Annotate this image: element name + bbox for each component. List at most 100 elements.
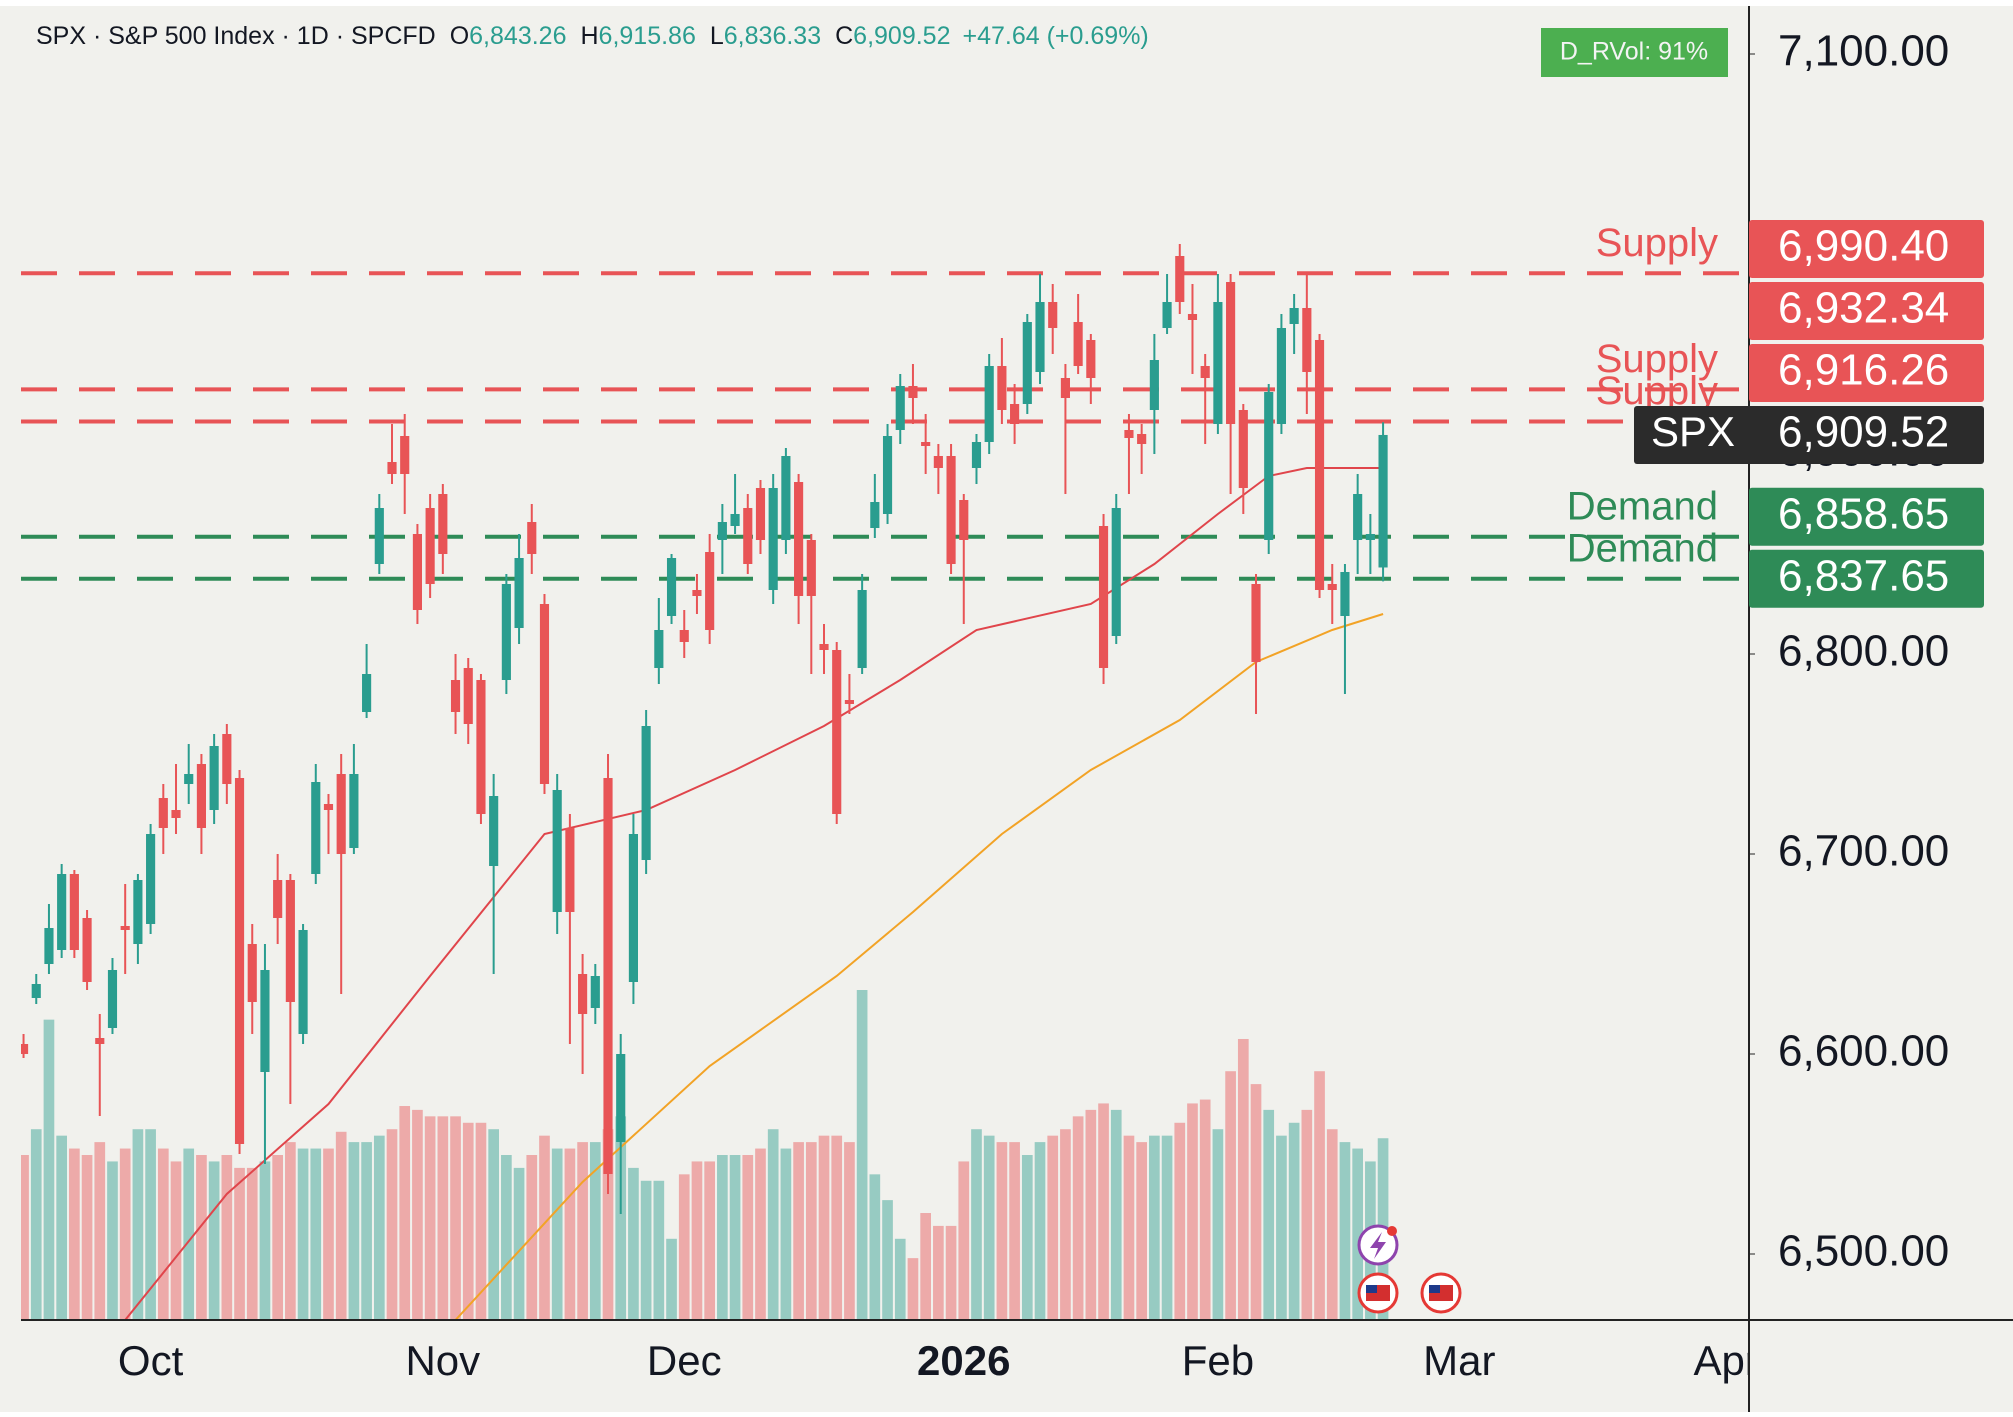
event-icon-dot: [1387, 1226, 1397, 1236]
candle-body: [806, 540, 816, 596]
volume-bar: [996, 1142, 1008, 1320]
volume-bar: [971, 1129, 982, 1320]
moving-average-line: [454, 613, 1384, 1320]
candle-body: [539, 604, 550, 784]
candle-body: [895, 386, 905, 430]
candle-body: [349, 774, 359, 848]
volume-bar: [1047, 1135, 1059, 1320]
level-label: Supply: [1596, 221, 1718, 265]
axes: 7,100.007,000.006,900.006,800.006,700.00…: [118, 27, 1949, 1384]
volume-bar: [856, 990, 868, 1320]
volume-bar: [882, 1200, 893, 1320]
x-tick-label: Feb: [1182, 1337, 1254, 1384]
candle-body: [158, 798, 168, 828]
volume-bar: [1161, 1135, 1173, 1320]
candle-body: [1264, 392, 1274, 540]
level-badge: [1749, 343, 1984, 402]
volume-bar: [208, 1161, 220, 1320]
candle-body: [743, 508, 753, 564]
flag-icon-canton: [1366, 1285, 1377, 1293]
volume-bar: [894, 1238, 906, 1320]
ohlc-letter: H: [580, 22, 598, 50]
x-tick-label: Oct: [118, 1337, 184, 1384]
last-price-badge: [1634, 405, 1984, 464]
event-icon-bolt: [1370, 1232, 1386, 1259]
volume-bar: [945, 1225, 957, 1320]
volume-bar: [1136, 1142, 1147, 1320]
volume-bar: [869, 1174, 881, 1320]
indicator-label: D_RVol: 91%: [1560, 38, 1708, 66]
candle-body: [679, 630, 689, 642]
candle-body: [133, 880, 143, 944]
candle-body: [1200, 366, 1210, 378]
volume-bar: [907, 1258, 919, 1320]
candle-body: [857, 590, 867, 668]
ohlc-value: 6,915.86: [599, 22, 696, 50]
y-tick-label: 6,600.00: [1778, 1027, 1949, 1076]
candle-body: [984, 366, 994, 442]
volume-bar: [602, 1129, 614, 1320]
volume-bar: [933, 1225, 944, 1320]
candle-body: [730, 514, 740, 526]
candle-body: [209, 746, 219, 810]
volume-bar: [666, 1238, 677, 1320]
candle-body: [552, 790, 562, 912]
candle-body: [260, 970, 270, 1072]
candle-body: [1327, 584, 1337, 590]
candle-body: [438, 494, 448, 554]
volume-bar: [475, 1122, 487, 1320]
candle-body: [336, 774, 346, 854]
chart-title: SPX · S&P 500 Index · 1D · SPCFD: [36, 22, 436, 50]
volume-bar: [589, 1142, 601, 1320]
candle-body: [794, 482, 804, 596]
candle-body: [1086, 340, 1096, 378]
volume-bar: [615, 1116, 627, 1320]
candle-body: [882, 436, 893, 514]
candle-body: [717, 522, 727, 540]
candle-body: [323, 804, 334, 810]
candle-body: [234, 778, 245, 1144]
candle-body: [692, 590, 702, 596]
volume-bar: [399, 1106, 411, 1320]
candle-body: [755, 488, 766, 540]
volume-bar: [983, 1135, 995, 1320]
volume-bar: [1123, 1135, 1135, 1320]
candle-body: [1314, 340, 1325, 590]
ohlc-value: 6,836.33: [724, 22, 821, 50]
candle-body: [450, 680, 461, 712]
volume-bar: [1352, 1148, 1363, 1320]
candle-body: [921, 442, 931, 446]
candle-body: [959, 500, 969, 540]
volume-bar: [780, 1148, 792, 1320]
ohlc-letter: C: [835, 22, 853, 50]
candle-body: [425, 508, 435, 584]
candle-body: [311, 782, 321, 874]
volume-bar: [767, 1129, 779, 1320]
level-badge: [1749, 549, 1984, 608]
volume-bar: [21, 1155, 29, 1320]
candle-body: [781, 456, 791, 540]
volume-bar: [539, 1135, 550, 1320]
volume-bar: [551, 1148, 563, 1320]
candle-body: [1010, 404, 1020, 424]
candle-body: [1175, 256, 1185, 302]
candle-body: [69, 874, 79, 950]
ohlc-value: 6,843.26: [469, 22, 566, 50]
candle-body: [285, 880, 295, 1002]
candle-body: [1098, 526, 1109, 668]
level-badge: [1749, 219, 1984, 278]
candle-body: [298, 930, 308, 1034]
volume-bar: [1072, 1116, 1084, 1320]
volume-bar: [412, 1109, 423, 1320]
volume-bar: [717, 1155, 728, 1320]
event-icons: [1357, 1224, 1462, 1314]
candle-body: [1124, 430, 1134, 438]
volume-bar: [81, 1155, 93, 1320]
candle-body: [489, 796, 499, 866]
volume-bar: [1276, 1135, 1287, 1320]
volume-bar: [640, 1180, 652, 1320]
background: [0, 6, 2013, 1412]
candle-body: [654, 630, 664, 668]
volume-bar: [577, 1142, 588, 1320]
volume-bar: [373, 1135, 385, 1320]
